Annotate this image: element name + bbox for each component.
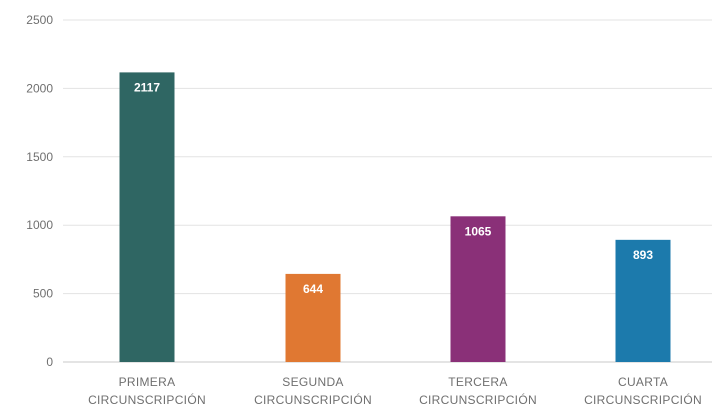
bar-value-labels: 2117 644 1065 893 [134,80,653,296]
x-category-label: PRIMERA [119,375,176,389]
bar [119,72,175,362]
x-category-label: CIRCUNSCRIPCIÓN [254,392,372,407]
bar [450,216,506,362]
bar [615,239,671,362]
y-tick-label: 2000 [26,81,53,95]
bar-value-label: 2117 [134,80,160,94]
y-tick-label: 2500 [26,13,53,27]
x-category-label: CIRCUNSCRIPCIÓN [419,392,537,407]
x-category-label: SEGUNDA [282,375,343,389]
bar-value-label: 644 [303,282,323,296]
bar [285,273,341,362]
x-axis-categories: PRIMERA CIRCUNSCRIPCIÓN SEGUNDA CIRCUNSCRIP… [88,375,702,407]
bar-value-label: 893 [633,248,653,262]
y-axis-ticks: 0 500 1000 1500 2000 2500 [26,13,53,369]
bars [119,72,671,362]
y-tick-label: 1500 [26,150,53,164]
bar-value-label: 1065 [465,224,492,238]
y-tick-label: 1000 [26,218,53,232]
x-category-label: CIRCUNSCRIPCIÓN [88,392,206,407]
x-category-label: TERCERA [448,375,507,389]
y-tick-label: 0 [46,355,53,369]
x-category-label: CIRCUNSCRIPCIÓN [584,392,702,407]
x-category-label: CUARTA [618,375,668,389]
y-tick-label: 500 [33,287,53,301]
